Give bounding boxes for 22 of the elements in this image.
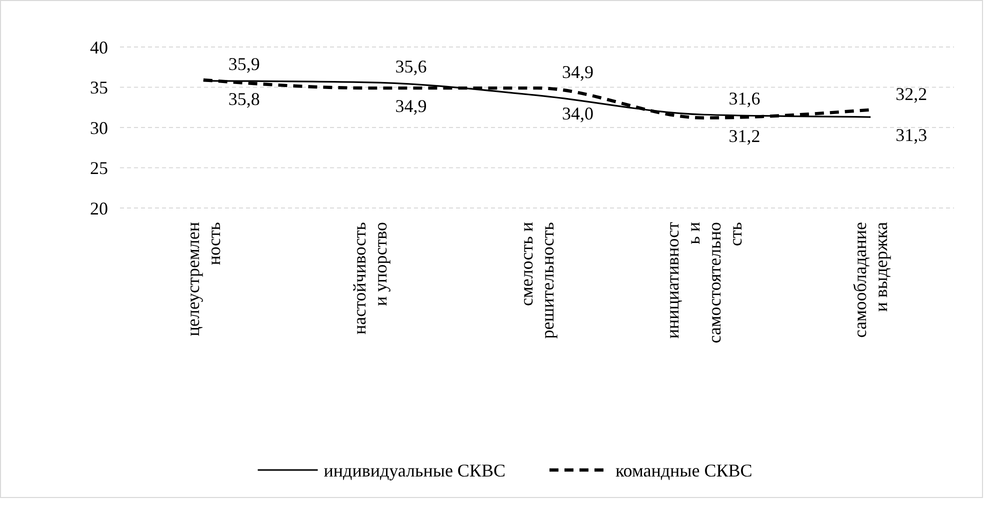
data-label: 35,6	[395, 56, 427, 76]
data-label: 31,6	[728, 88, 760, 109]
data-label: 32,2	[896, 84, 928, 104]
data-label: 35,8	[228, 88, 260, 109]
data-label: 31,3	[896, 125, 928, 146]
y-tick-label: 25	[90, 158, 108, 178]
x-tick-label: настойчивость и упорство	[350, 222, 391, 334]
x-tick-label: самообладание и выдержка	[850, 222, 892, 338]
data-label: 34,0	[562, 103, 594, 124]
x-tick-label: целеустремленность	[182, 222, 224, 336]
y-tick-label: 20	[90, 198, 108, 218]
data-label: 35,9	[228, 54, 260, 74]
legend-label: индивидуальные СКВС	[324, 460, 506, 480]
data-label: 34,9	[395, 96, 427, 116]
data-label: 34,9	[562, 62, 594, 82]
y-tick-label: 30	[90, 118, 108, 138]
legend-label: командные СКВС	[615, 460, 752, 480]
x-tick-label: смелость и решительность	[516, 222, 558, 339]
data-label: 31,2	[728, 126, 760, 146]
x-tick-label: инициативность и самостоятельность	[662, 222, 746, 344]
y-tick-label: 40	[90, 37, 108, 58]
y-tick-label: 35	[90, 78, 108, 98]
